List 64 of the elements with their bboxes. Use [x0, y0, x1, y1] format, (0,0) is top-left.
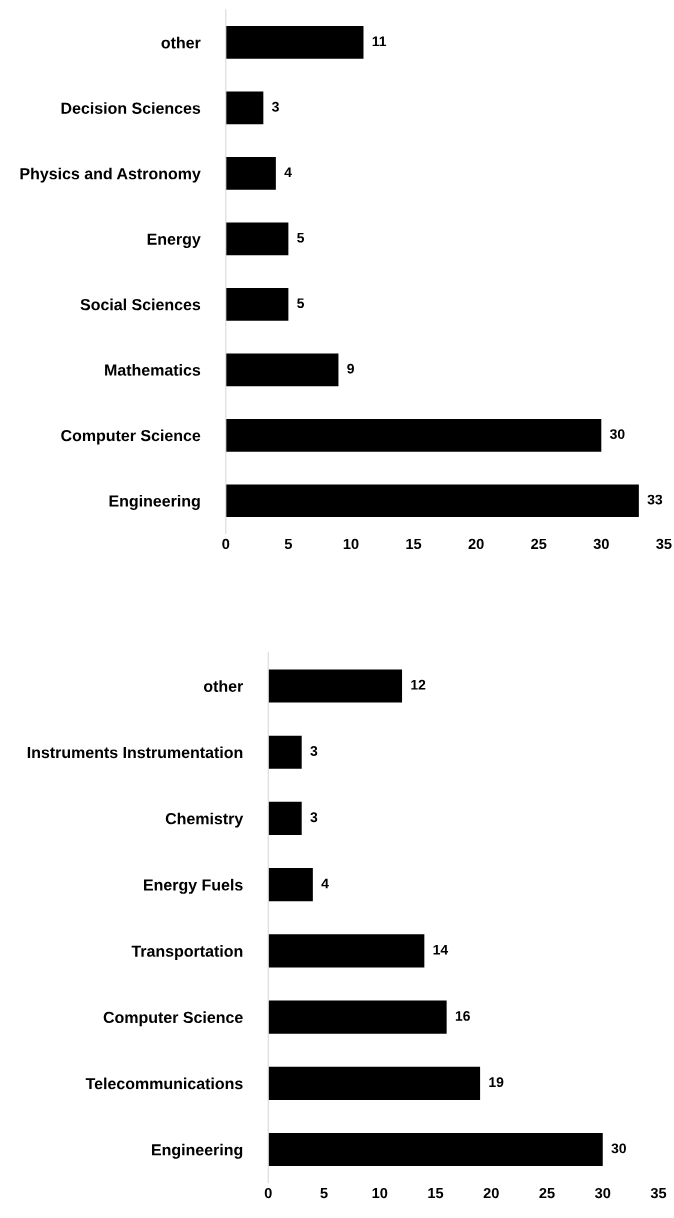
bar	[268, 868, 313, 902]
data-label: 11	[372, 36, 387, 47]
y-tick-label: Decision Sciences	[61, 102, 201, 114]
x-tick-label: 30	[594, 1187, 611, 1199]
y-tick-label: Chemistry	[165, 812, 244, 828]
y-tick-label: Instruments Instrumentation	[27, 746, 243, 759]
bar	[225, 418, 602, 452]
x-tick-label: 25	[531, 538, 547, 550]
x-tick-label: 20	[468, 538, 484, 550]
y-tick-label: Engineering	[109, 494, 200, 510]
data-label: 19	[489, 1077, 504, 1088]
y-tick-label: Transportation	[131, 945, 243, 960]
x-tick-label: 10	[372, 1187, 388, 1199]
bar	[268, 1133, 603, 1167]
x-tick-label: 15	[428, 1188, 444, 1199]
y-tick-label: Computer Science	[103, 1011, 243, 1027]
y-tick-label: Computer Science	[61, 429, 201, 445]
bar	[225, 91, 264, 125]
x-tick-label: 20	[483, 1187, 499, 1199]
data-label: 30	[611, 1143, 626, 1154]
y-tick-label: Energy	[147, 233, 201, 249]
y-tick-label: other	[161, 36, 201, 49]
data-label: 12	[411, 679, 426, 690]
x-tick-label: 5	[284, 538, 293, 550]
y-tick-label: Energy Fuels	[144, 878, 243, 894]
data-label: 30	[609, 429, 625, 440]
data-label: 33	[647, 494, 663, 505]
x-tick-label: 35	[656, 538, 672, 550]
x-tick-label: 25	[539, 1187, 555, 1199]
x-tick-label: 15	[406, 538, 422, 550]
bar	[268, 1000, 447, 1034]
y-tick-label: Telecommunications	[85, 1077, 243, 1090]
bar	[225, 222, 289, 256]
y-tick-label: Engineering	[152, 1143, 243, 1159]
data-label: 5	[297, 298, 305, 309]
bar	[225, 26, 364, 59]
bar	[268, 801, 302, 835]
x-tick-label: 10	[343, 538, 359, 550]
bar	[225, 353, 339, 387]
x-tick-label: 5	[320, 1188, 328, 1199]
x-tick-label: 30	[593, 538, 609, 550]
y-tick-label: other	[203, 680, 244, 692]
bar	[268, 1066, 481, 1100]
data-label: 3	[310, 812, 318, 823]
x-tick-label: 0	[264, 1187, 272, 1199]
x-tick-label: 35	[650, 1187, 667, 1199]
bar	[268, 669, 403, 703]
data-label: 4	[321, 878, 329, 889]
data-label: 5	[297, 232, 305, 243]
y-tick-label: Mathematics	[105, 364, 201, 376]
data-label: 9	[347, 363, 354, 374]
bar	[225, 157, 276, 190]
bar	[268, 934, 425, 968]
bar	[225, 484, 639, 518]
bar	[225, 287, 289, 321]
bar	[268, 735, 302, 769]
y-tick-label: Physics and Astronomy	[20, 167, 201, 183]
y-tick-label: Social Sciences	[80, 298, 201, 311]
data-label: 4	[284, 167, 292, 177]
data-label: 16	[455, 1011, 470, 1021]
x-tick-label: 0	[222, 538, 230, 550]
data-label: 3	[271, 101, 279, 112]
data-label: 3	[310, 746, 318, 756]
data-label: 14	[433, 944, 449, 955]
